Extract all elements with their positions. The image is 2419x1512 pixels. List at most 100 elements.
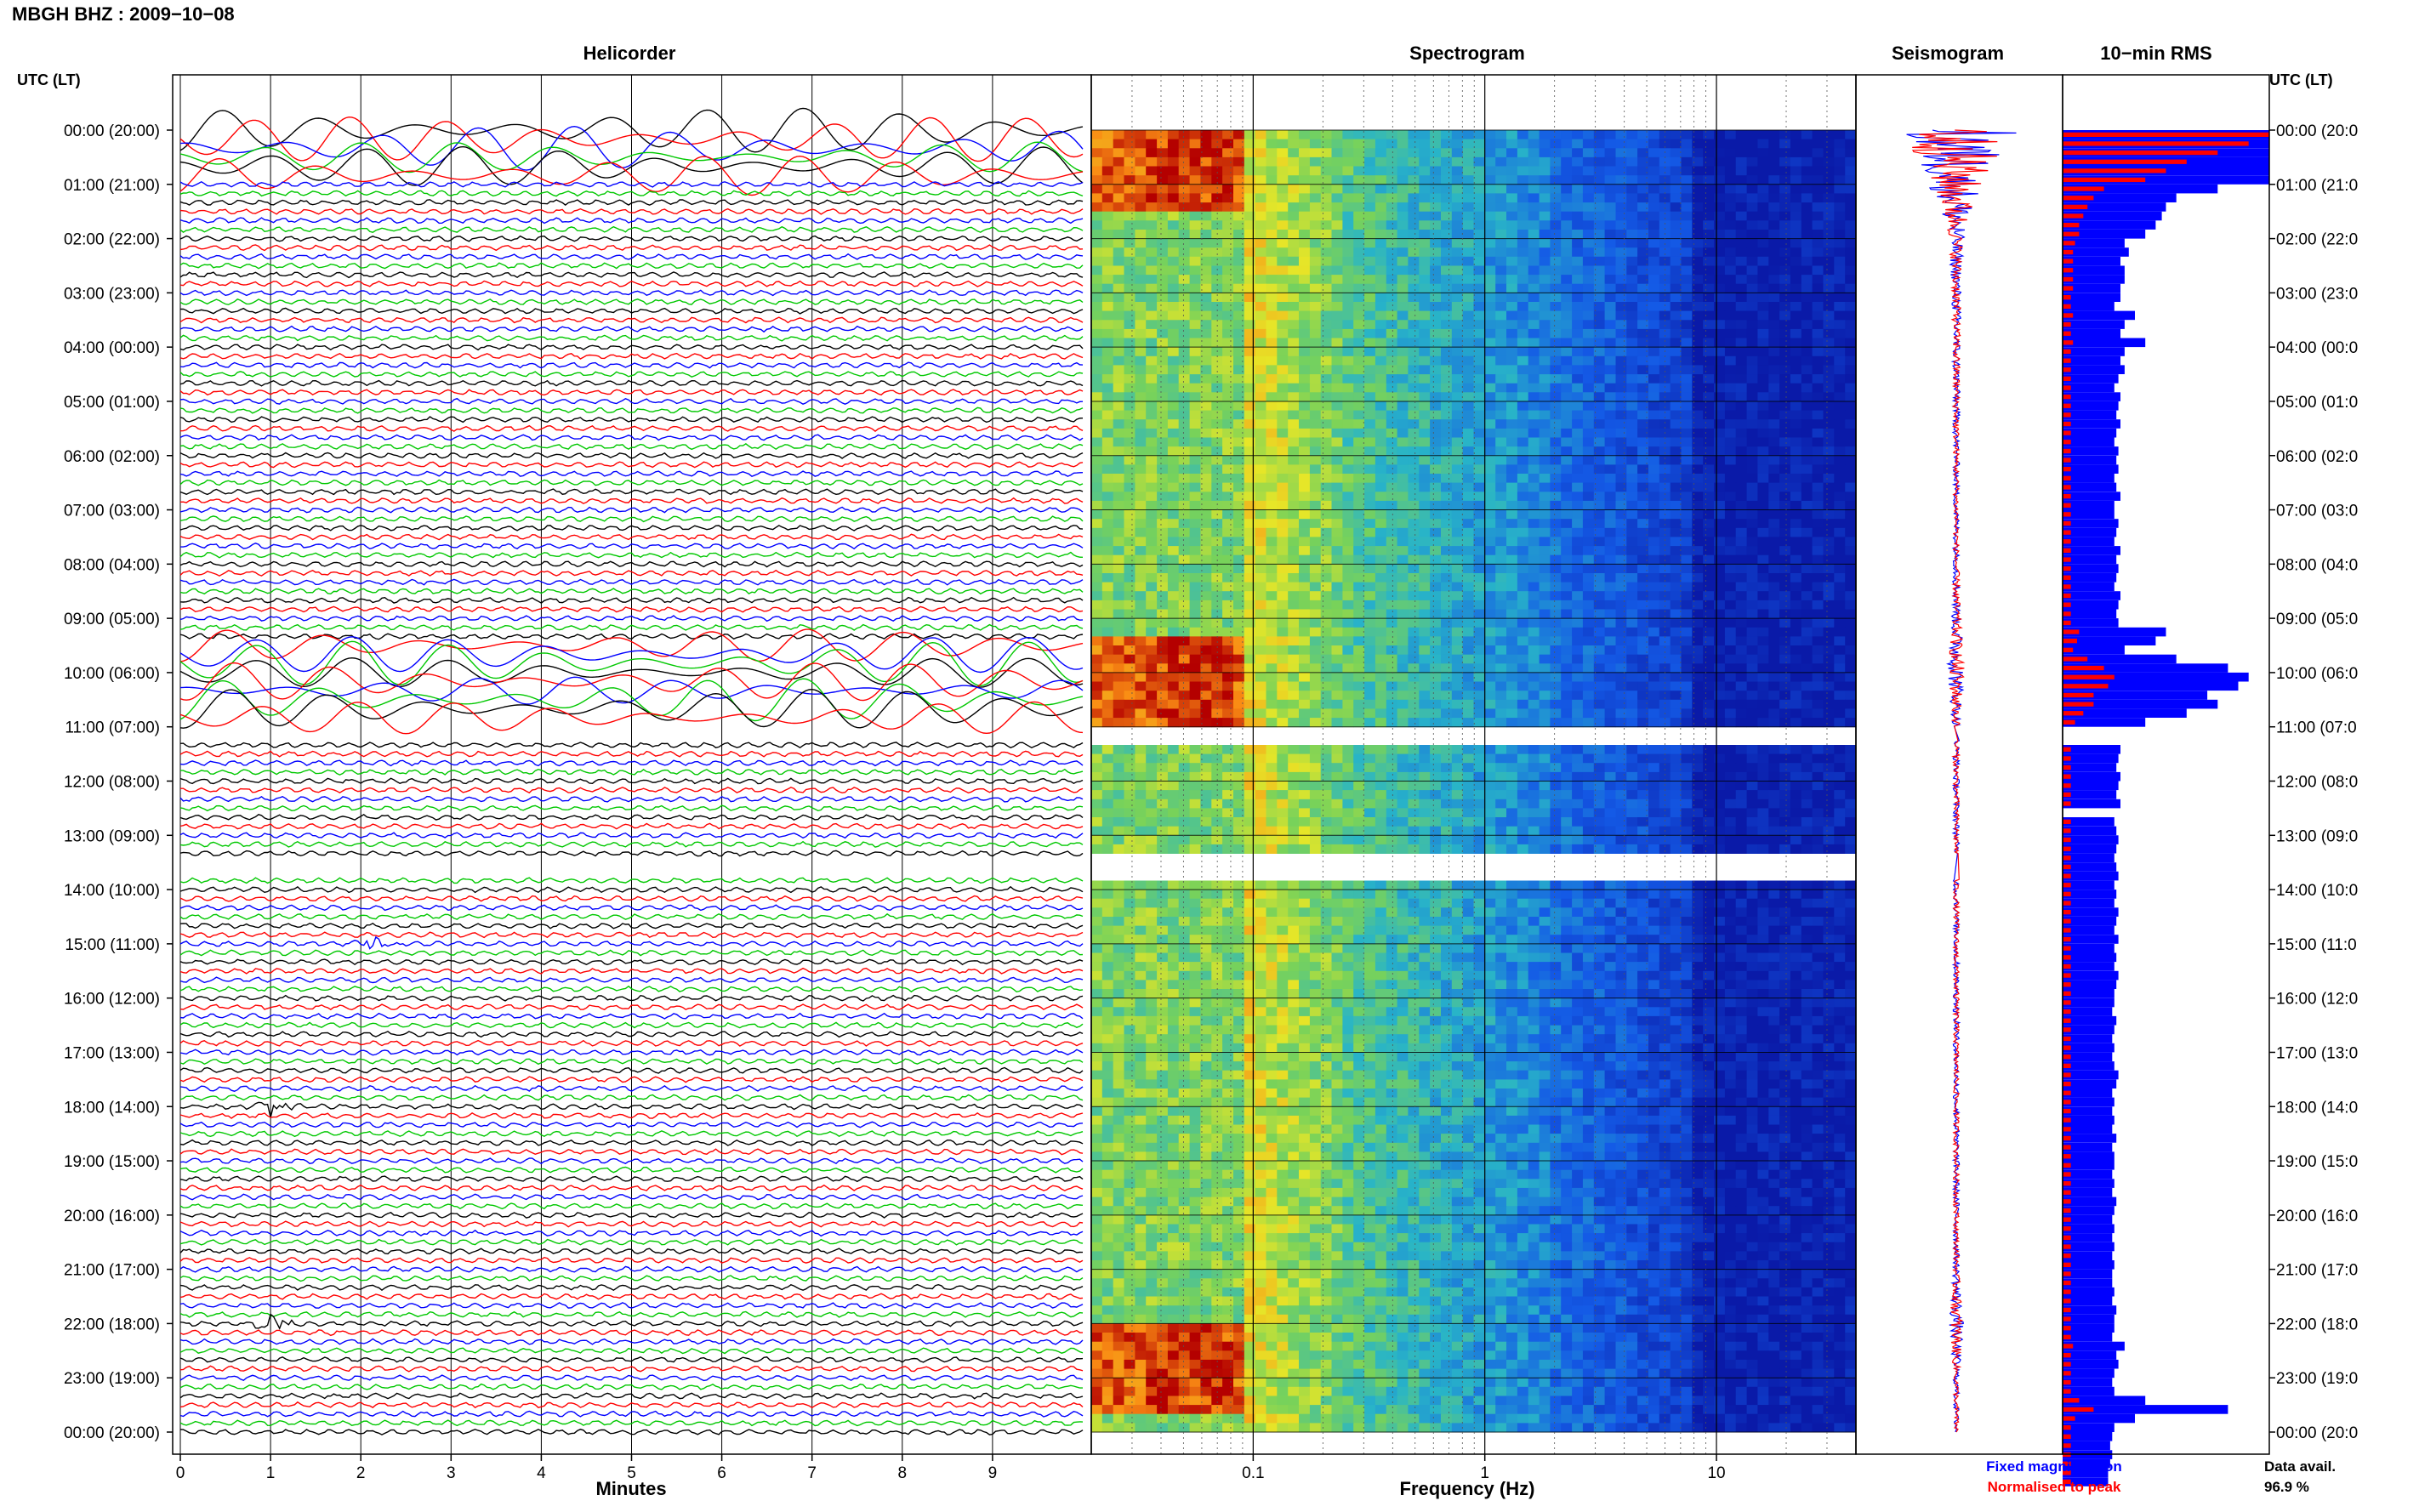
spectrogram-cell xyxy=(1539,582,1551,592)
spectrogram-cell xyxy=(1299,636,1311,646)
helicorder-trace xyxy=(179,640,1084,687)
spectrogram-cell xyxy=(1506,645,1518,656)
spectrogram-cell xyxy=(1561,582,1573,592)
spectrogram-cell xyxy=(1714,600,1726,610)
spectrogram-cell xyxy=(1648,573,1660,583)
spectrogram-cell xyxy=(1353,437,1365,447)
spectrogram-cell xyxy=(1200,374,1212,384)
spectrogram-cell xyxy=(1626,193,1638,203)
spectrogram-cell xyxy=(1397,320,1409,330)
spectrogram-cell xyxy=(1244,148,1256,158)
spectrogram-cell xyxy=(1101,293,1114,303)
spectrogram-cell xyxy=(1309,302,1322,312)
spectrogram-cell xyxy=(1659,582,1671,592)
spectrogram-cell xyxy=(1724,328,1737,338)
spectrogram-cell xyxy=(1572,365,1584,375)
spectrogram-cell xyxy=(1735,663,1747,674)
spectrogram-cell xyxy=(1648,636,1660,646)
spectrogram-cell xyxy=(1637,708,1649,719)
spectrogram-cell xyxy=(1178,492,1190,502)
spectrogram-cell xyxy=(1484,745,1496,755)
spectrogram-cell xyxy=(1604,654,1616,664)
spectrogram-cell xyxy=(1331,718,1343,728)
spectrogram-cell xyxy=(1572,428,1584,438)
spectrogram-cell xyxy=(1430,573,1442,583)
spectrogram-cell xyxy=(1473,681,1485,691)
spectrogram-cell xyxy=(1288,275,1300,285)
spectrogram-cell xyxy=(1331,500,1343,510)
spectrogram-cell xyxy=(1550,419,1562,429)
helicorder-trace xyxy=(179,976,1084,984)
spectrogram-cell xyxy=(1473,455,1485,465)
spectrogram-cell xyxy=(1124,230,1136,240)
spectrogram-cell xyxy=(1211,482,1223,492)
spectrogram-cell xyxy=(1353,302,1365,312)
spectrogram-cell xyxy=(1572,482,1584,492)
spectrogram-cell xyxy=(1309,554,1322,565)
spectrogram-cell xyxy=(1430,383,1442,393)
spectrogram-cell xyxy=(1517,672,1529,682)
spectrogram-cell xyxy=(1091,699,1103,709)
spectrogram-cell xyxy=(1582,753,1595,764)
spectrogram-cell xyxy=(1157,708,1169,719)
spectrogram-cell xyxy=(1462,310,1474,321)
spectrogram-cell xyxy=(1288,230,1300,240)
spectrogram-cell xyxy=(1495,446,1507,457)
spectrogram-cell xyxy=(1484,492,1496,502)
spectrogram-cell xyxy=(1211,302,1223,312)
spectrogram-cell xyxy=(1604,338,1616,348)
spectrogram-cell xyxy=(1320,654,1332,664)
spectrogram-cell xyxy=(1441,464,1453,475)
spectrogram-cell xyxy=(1244,410,1256,420)
spectrogram-cell xyxy=(1735,193,1747,203)
spectrogram-cell xyxy=(1637,166,1649,176)
spectrogram-cell xyxy=(1845,355,1857,366)
spectrogram-cell xyxy=(1200,383,1212,393)
spectrogram-cell xyxy=(1244,211,1256,221)
spectrogram-cell xyxy=(1670,184,1682,194)
spectrogram-cell xyxy=(1593,202,1606,213)
spectrogram-cell xyxy=(1309,139,1322,149)
spectrogram-cell xyxy=(1495,175,1507,185)
helicorder-trace xyxy=(179,1374,1084,1382)
spectrogram-cell xyxy=(1539,428,1551,438)
spectrogram-cell xyxy=(1451,763,1464,773)
spectrogram-cell xyxy=(1233,148,1245,158)
spectrogram-cell xyxy=(1593,293,1606,303)
spectrogram-cell xyxy=(1309,247,1322,258)
spectrogram-cell xyxy=(1364,482,1376,492)
spectrogram-cell xyxy=(1091,437,1103,447)
spectrogram-cell xyxy=(1473,500,1485,510)
spectrogram-cell xyxy=(1768,302,1780,312)
spectrogram-cell xyxy=(1189,156,1201,167)
spectrogram-cell xyxy=(1157,139,1169,149)
spectrogram-cell xyxy=(1441,220,1453,230)
spectrogram-cell xyxy=(1462,283,1474,293)
spectrogram-cell xyxy=(1178,302,1190,312)
spectrogram-cell xyxy=(1561,527,1573,537)
helicorder-trace xyxy=(179,371,1084,378)
spectrogram-cell xyxy=(1670,573,1682,583)
spectrogram-cell xyxy=(1779,338,1791,348)
helicorder-trace xyxy=(179,931,1084,939)
spectrogram-cell xyxy=(1582,320,1595,330)
spectrogram-cell xyxy=(1222,166,1234,176)
spectrogram-cell xyxy=(1309,310,1322,321)
spectrogram-cell xyxy=(1331,374,1343,384)
spectrogram-cell xyxy=(1157,681,1169,691)
spectrogram-cell xyxy=(1604,139,1616,149)
spectrogram-cell xyxy=(1211,256,1223,266)
spectrogram-cell xyxy=(1189,338,1201,348)
spectrogram-cell xyxy=(1451,247,1464,258)
spectrogram-cell xyxy=(1101,247,1114,258)
spectrogram-cell xyxy=(1255,500,1266,510)
spectrogram-cell xyxy=(1309,293,1322,303)
spectrogram-cell xyxy=(1189,130,1201,140)
spectrogram-cell xyxy=(1845,718,1857,728)
spectrogram-cell xyxy=(1146,320,1158,330)
spectrogram-cell xyxy=(1277,600,1289,610)
spectrogram-cell xyxy=(1735,672,1747,682)
spectrogram-cell xyxy=(1593,645,1606,656)
spectrogram-cell xyxy=(1419,527,1431,537)
spectrogram-cell xyxy=(1670,654,1682,664)
